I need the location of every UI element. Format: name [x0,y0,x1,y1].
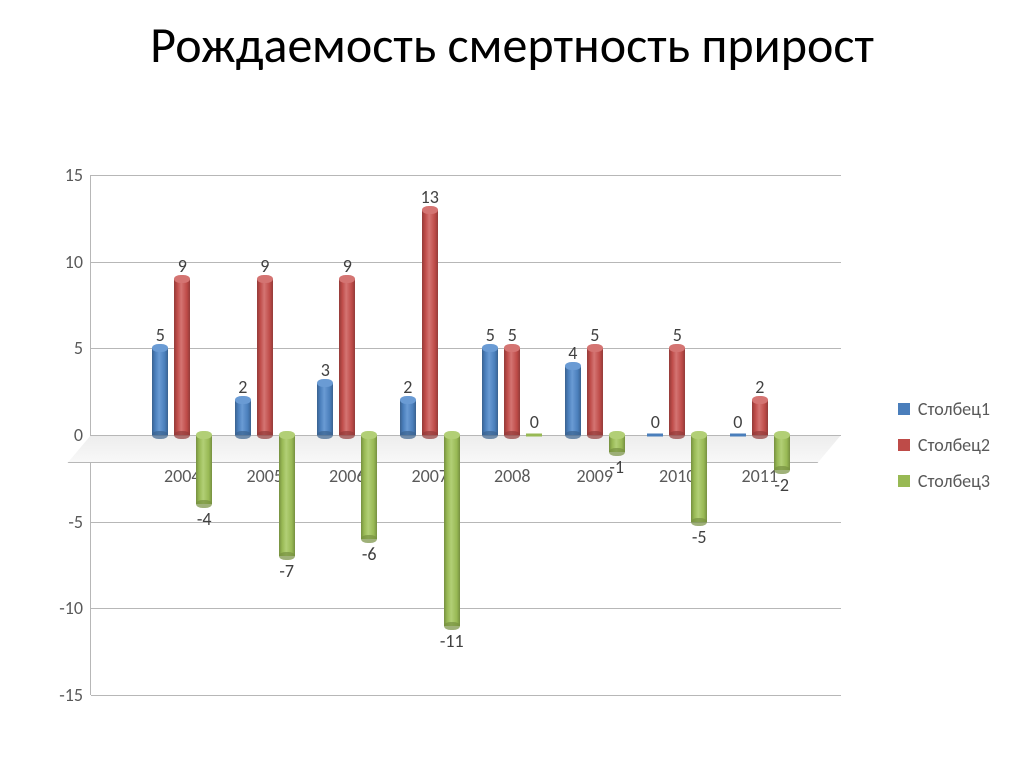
legend-item: Столбец2 [898,434,990,456]
data-label: -6 [354,543,384,565]
bar [669,348,685,435]
legend-item: Столбец1 [898,398,990,420]
data-label: 13 [415,186,445,208]
data-label: 2 [228,376,258,398]
bar [504,348,520,435]
y-axis-label: 15 [65,164,83,186]
data-label: 0 [640,411,670,433]
bar [361,435,377,539]
x-axis-label: 2008 [472,465,552,487]
bar [400,400,416,435]
bar [279,435,295,556]
data-label: 9 [332,255,362,277]
bar [482,348,498,435]
y-axis-label: 10 [65,251,83,273]
data-label: -11 [437,630,467,652]
bar [257,279,273,435]
data-label: 9 [250,255,280,277]
data-label: 5 [662,324,692,346]
bar [196,435,212,504]
y-axis-label: -15 [59,684,83,706]
legend-label: Столбец1 [918,398,990,420]
y-axis-label: 5 [74,337,83,359]
data-label: 0 [723,411,753,433]
bar [422,210,438,435]
bar [730,435,746,438]
bar [647,435,663,438]
bar-chart: -15-10-505101520042005200620072008200920… [34,165,990,725]
slide: Рождаемость смертность прирост -15-10-50… [0,0,1024,767]
bar [317,383,333,435]
bar [587,348,603,435]
y-axis-label: -10 [59,597,83,619]
data-label: -4 [189,508,219,530]
legend-label: Столбец3 [918,470,990,492]
legend-swatch [898,403,910,415]
data-label: -1 [602,456,632,478]
gridline [91,262,841,263]
legend-item: Столбец3 [898,470,990,492]
data-label: -7 [272,560,302,582]
data-label: 5 [145,324,175,346]
legend-label: Столбец2 [918,434,990,456]
gridline [91,348,841,349]
gridline [91,695,841,696]
data-label: 0 [519,411,549,433]
bar [526,435,542,438]
data-label: 2 [393,376,423,398]
bar [752,400,768,435]
bar [152,348,168,435]
gridline [91,175,841,176]
data-label: -5 [684,526,714,548]
bar [691,435,707,522]
chart-title: Рождаемость смертность прирост [0,0,1024,73]
data-label: 5 [497,324,527,346]
y-axis-label: -5 [68,511,83,533]
bar [774,435,790,470]
data-label: 5 [580,324,610,346]
legend-swatch [898,475,910,487]
bar [174,279,190,435]
plot-area: -15-10-505101520042005200620072008200920… [90,175,841,695]
bar [235,400,251,435]
data-label: -2 [767,474,797,496]
bar [565,366,581,435]
legend: Столбец1 Столбец2 Столбец3 [898,384,990,506]
data-label: 3 [310,359,340,381]
legend-swatch [898,439,910,451]
bar [444,435,460,626]
bar [609,435,625,452]
y-axis-label: 0 [74,424,83,446]
gridline [91,608,841,609]
bar [339,279,355,435]
data-label: 2 [745,376,775,398]
data-label: 9 [167,255,197,277]
